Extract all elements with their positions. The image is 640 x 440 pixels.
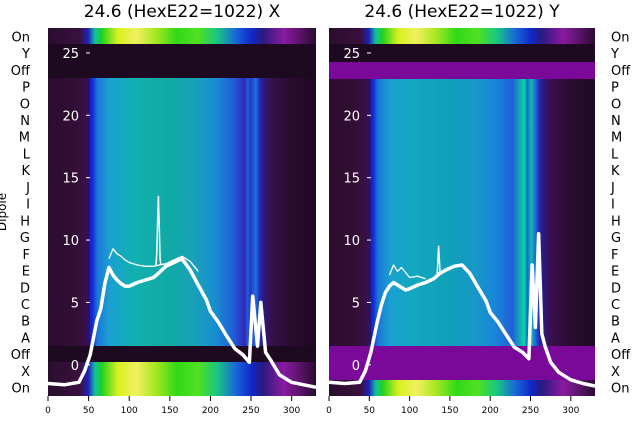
dipole-label: I bbox=[26, 198, 30, 213]
dipole-label: B bbox=[611, 315, 620, 330]
x-tick-label: 300 bbox=[283, 406, 300, 416]
chart-title: 24.6 (HexE22=1022) Y bbox=[364, 2, 560, 22]
x-tick-label: 0 bbox=[326, 406, 332, 416]
overlay-tick-label: 25 bbox=[343, 47, 360, 62]
overlay-ticks: 0 5 10 15 20 25 bbox=[343, 47, 371, 374]
overlay-tick-label: 15 bbox=[62, 172, 79, 187]
dipole-label: M bbox=[611, 131, 622, 146]
dipole-label: H bbox=[611, 214, 621, 229]
dipole-label: G bbox=[20, 231, 30, 246]
dipole-label: L bbox=[611, 147, 619, 162]
dipole-label: C bbox=[21, 298, 30, 313]
off-band-top bbox=[329, 62, 595, 79]
dipole-label: N bbox=[20, 114, 30, 129]
x-tick-label: 250 bbox=[242, 406, 259, 416]
dipole-label: K bbox=[611, 164, 620, 179]
dipole-label: On bbox=[12, 382, 30, 397]
dipole-label: D bbox=[20, 281, 30, 296]
heatmap-band-top bbox=[329, 28, 595, 44]
x-tick-label: 300 bbox=[562, 406, 579, 416]
dipole-label: B bbox=[21, 315, 30, 330]
dipole-label: H bbox=[20, 214, 30, 229]
dipole-label: Off bbox=[11, 348, 31, 363]
overlay-series-1 bbox=[47, 257, 317, 390]
overlay-tick-label: 10 bbox=[343, 234, 360, 249]
y-axis-label: Dipole bbox=[0, 193, 9, 231]
x-tick-label: 50 bbox=[83, 406, 95, 416]
heatmap-low-region bbox=[48, 78, 90, 346]
dipole-label: On bbox=[611, 382, 629, 397]
overlay-tick-label: 25 bbox=[62, 47, 79, 62]
dipole-label: A bbox=[611, 331, 620, 346]
overlay-tick-label: 5 bbox=[352, 296, 360, 311]
dipole-label: C bbox=[611, 298, 620, 313]
dipole-label: P bbox=[611, 81, 619, 96]
overlay-series-2 bbox=[388, 264, 426, 280]
dipole-label: O bbox=[611, 97, 621, 112]
overlay-tick-label: 10 bbox=[62, 234, 79, 249]
overlay-ticks: 0 5 10 15 20 25 bbox=[62, 47, 90, 374]
dipole-label: X bbox=[21, 365, 30, 380]
dipole-label: N bbox=[611, 114, 621, 129]
dipole-label: On bbox=[12, 30, 30, 45]
dipole-label: P bbox=[22, 81, 30, 96]
off-band-top-dark bbox=[329, 44, 595, 62]
dipole-label: Off bbox=[11, 64, 31, 79]
heatmap-low-region bbox=[329, 79, 371, 346]
heatmap-x bbox=[48, 28, 316, 396]
dipole-label: On bbox=[611, 30, 629, 45]
overlay-tick-label: 5 bbox=[71, 296, 79, 311]
dipole-label: L bbox=[23, 147, 31, 162]
x-tick-label: 200 bbox=[202, 406, 219, 416]
dipole-label: I bbox=[611, 198, 615, 213]
dipole-label: J bbox=[25, 181, 30, 196]
dipole-label: J bbox=[610, 181, 615, 196]
dipole-label: A bbox=[21, 331, 30, 346]
dipole-label: F bbox=[23, 248, 30, 263]
overlay-tick-label: 0 bbox=[352, 359, 360, 374]
overlay-tick-label: 20 bbox=[343, 109, 360, 124]
heatmap-band-bottom bbox=[48, 362, 316, 396]
overlay-tick-label: 20 bbox=[62, 109, 79, 124]
x-tick-label: 150 bbox=[441, 406, 458, 416]
dipole-label: E bbox=[22, 265, 30, 280]
overlay-series-1 bbox=[328, 232, 596, 388]
dipole-label: Off bbox=[611, 348, 631, 363]
dipole-label: M bbox=[19, 131, 30, 146]
chart-title: 24.6 (HexE22=1022) X bbox=[84, 2, 281, 22]
x-tick-label: 0 bbox=[45, 406, 51, 416]
x-axis-ticks: 0 50 100 150 200 250 300 bbox=[45, 396, 300, 416]
overlay-series-2 bbox=[108, 248, 199, 272]
overlay-series-3 bbox=[436, 245, 441, 278]
dipole-label: D bbox=[611, 281, 621, 296]
dipole-label: X bbox=[611, 365, 620, 380]
overlay-tick-label: 0 bbox=[71, 359, 79, 374]
heatmap-y bbox=[329, 28, 595, 396]
x-tick-label: 250 bbox=[522, 406, 539, 416]
dipole-label: K bbox=[21, 164, 30, 179]
overlay-series-3 bbox=[155, 195, 162, 266]
x-tick-label: 150 bbox=[161, 406, 178, 416]
dipole-label: Off bbox=[611, 64, 631, 79]
dipole-label: F bbox=[611, 248, 618, 263]
dipole-label: Y bbox=[21, 47, 30, 62]
x-axis-ticks: 0 50 100 150 200 250 300 bbox=[326, 396, 580, 416]
dipole-label: Y bbox=[610, 47, 619, 62]
x-tick-label: 50 bbox=[364, 406, 376, 416]
heatmap-band-top bbox=[48, 28, 316, 44]
overlay-tick-label: 15 bbox=[343, 172, 360, 187]
x-tick-label: 200 bbox=[482, 406, 499, 416]
x-tick-label: 100 bbox=[401, 406, 418, 416]
x-tick-label: 100 bbox=[121, 406, 138, 416]
off-band-top bbox=[48, 44, 316, 78]
dipole-label: O bbox=[20, 97, 30, 112]
dipole-label: G bbox=[611, 231, 621, 246]
dipole-label: E bbox=[611, 265, 619, 280]
